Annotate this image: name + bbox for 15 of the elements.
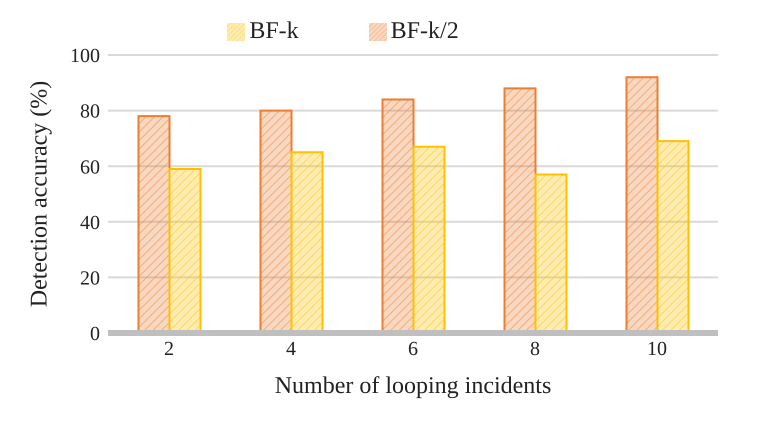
legend-label: BF-k/2 (390, 18, 459, 44)
y-tick-label: 20 (80, 268, 100, 290)
y-tick-label: 80 (80, 100, 100, 123)
y-tick-label: 0 (90, 323, 100, 346)
x-tick-label: 10 (647, 338, 667, 360)
y-tick-label: 60 (80, 156, 100, 178)
x-axis-title: Number of looping incidents (274, 373, 552, 399)
x-tick-label: 8 (530, 338, 540, 360)
x-tick-label: 2 (164, 338, 174, 360)
legend-label: BF-k (249, 18, 299, 44)
x-tick-label: 6 (408, 338, 418, 360)
y-tick-label: 100 (70, 45, 100, 68)
y-axis-title: Detection accuracy (%) (26, 80, 53, 308)
x-tick-label: 4 (286, 338, 296, 360)
y-tick-label: 40 (80, 212, 100, 234)
